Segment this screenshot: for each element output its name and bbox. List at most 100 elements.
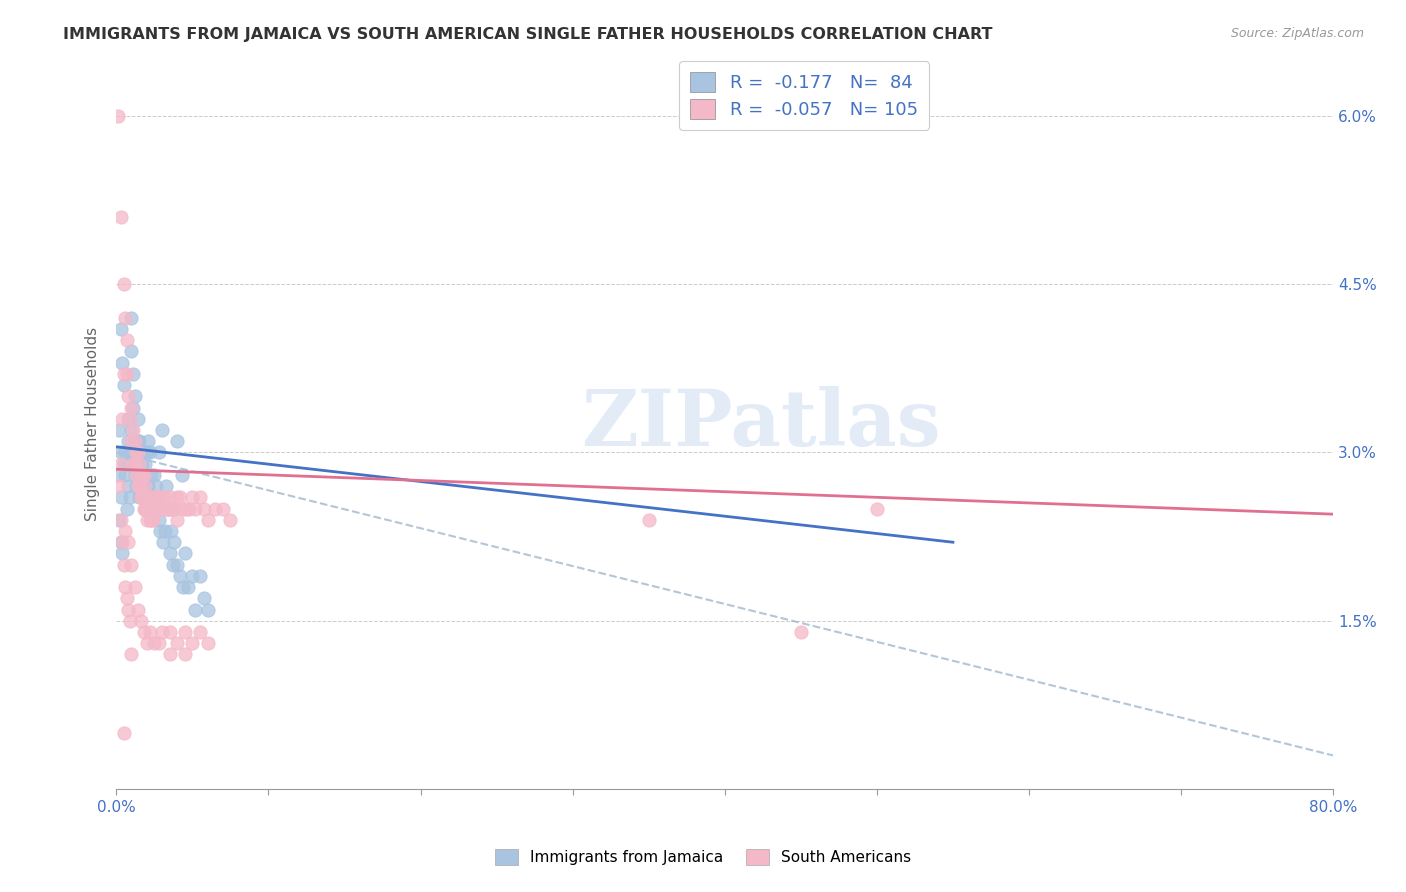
Point [146,491,169,505]
Point [112,367,135,381]
Point [160,501,183,516]
Point [132,625,155,640]
Point [112,726,135,740]
Point [197,636,219,650]
Point [124,434,146,449]
Point [159,491,181,505]
Point [153,524,176,538]
Point [204,501,226,516]
Point [118,614,141,628]
Point [132,501,155,516]
Y-axis label: Single Father Households: Single Father Households [86,327,100,522]
Point [121,648,143,662]
Point [141,467,163,482]
Point [637,513,659,527]
Point [128,467,150,482]
Point [211,501,233,516]
Point [132,467,155,482]
Point [108,423,131,437]
Point [138,513,160,527]
Legend: R =  -0.177   N=  84, R =  -0.057   N= 105: R = -0.177 N= 84, R = -0.057 N= 105 [679,62,928,130]
Point [166,491,188,505]
Point [127,445,149,459]
Point [121,401,143,415]
Point [138,501,160,516]
Point [169,569,191,583]
Point [173,546,195,560]
Point [127,602,149,616]
Point [135,513,157,527]
Point [148,501,170,516]
Point [117,535,139,549]
Point [169,491,191,505]
Point [141,513,163,527]
Point [134,479,156,493]
Point [110,210,132,224]
Point [197,513,219,527]
Point [108,513,131,527]
Point [131,491,153,505]
Point [155,479,177,493]
Point [162,501,184,516]
Point [184,501,207,516]
Point [108,479,131,493]
Point [153,491,176,505]
Point [132,445,155,459]
Point [173,648,195,662]
Point [111,546,134,560]
Point [181,491,204,505]
Point [124,389,146,403]
Point [179,501,201,516]
Point [152,535,174,549]
Point [155,501,177,516]
Point [134,501,156,516]
Point [114,580,136,594]
Point [174,501,197,516]
Point [134,501,156,516]
Point [124,580,146,594]
Point [124,457,146,471]
Point [124,434,146,449]
Point [129,614,152,628]
Point [181,569,204,583]
Point [131,467,153,482]
Point [127,411,149,425]
Point [118,491,141,505]
Point [112,277,135,291]
Point [143,501,166,516]
Point [129,467,152,482]
Point [170,467,193,482]
Point [166,558,188,572]
Point [163,501,186,516]
Point [111,356,134,370]
Point [125,434,148,449]
Point [141,501,163,516]
Point [128,479,150,493]
Point [127,479,149,493]
Point [197,602,219,616]
Point [125,479,148,493]
Point [112,378,135,392]
Point [112,558,135,572]
Point [184,602,207,616]
Point [129,445,152,459]
Point [148,636,170,650]
Point [108,467,131,482]
Point [148,513,170,527]
Point [160,524,183,538]
Point [162,558,184,572]
Point [110,535,132,549]
Point [156,501,179,516]
Point [136,479,159,493]
Point [110,513,132,527]
Point [172,580,194,594]
Point [110,457,132,471]
Point [149,501,172,516]
Point [128,491,150,505]
Point [131,457,153,471]
Point [219,513,242,527]
Point [122,401,145,415]
Point [138,445,160,459]
Point [122,423,145,437]
Point [135,479,157,493]
